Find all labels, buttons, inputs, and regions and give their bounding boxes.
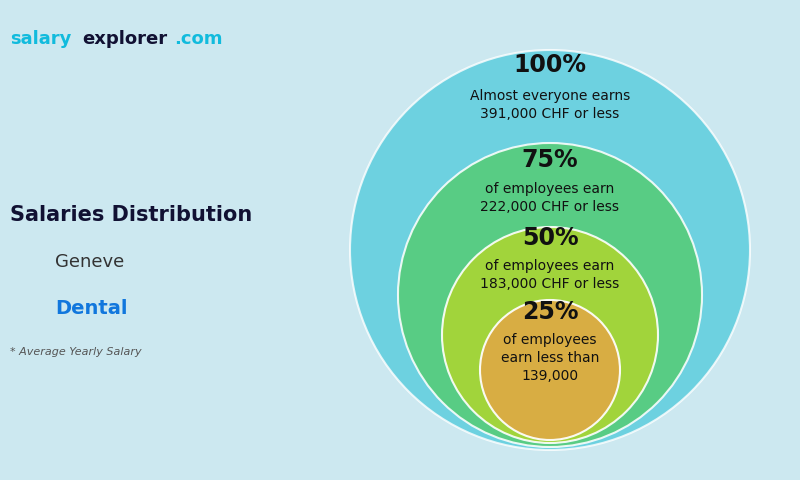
Text: 100%: 100%: [514, 53, 586, 77]
Text: .com: .com: [174, 30, 222, 48]
Text: Almost everyone earns
391,000 CHF or less: Almost everyone earns 391,000 CHF or les…: [470, 89, 630, 121]
Text: Salaries Distribution: Salaries Distribution: [10, 205, 252, 225]
Text: explorer: explorer: [82, 30, 167, 48]
Text: 25%: 25%: [522, 300, 578, 324]
Text: Dental: Dental: [55, 299, 127, 317]
Circle shape: [480, 300, 620, 440]
Circle shape: [442, 227, 658, 443]
Text: * Average Yearly Salary: * Average Yearly Salary: [10, 347, 142, 357]
Text: 75%: 75%: [522, 148, 578, 172]
Text: of employees earn
222,000 CHF or less: of employees earn 222,000 CHF or less: [481, 182, 619, 214]
Circle shape: [398, 143, 702, 447]
Text: of employees earn
183,000 CHF or less: of employees earn 183,000 CHF or less: [480, 259, 620, 291]
Text: Geneve: Geneve: [55, 253, 124, 271]
Text: of employees
earn less than
139,000: of employees earn less than 139,000: [501, 333, 599, 383]
Text: 50%: 50%: [522, 226, 578, 250]
Text: salary: salary: [10, 30, 71, 48]
Circle shape: [350, 50, 750, 450]
